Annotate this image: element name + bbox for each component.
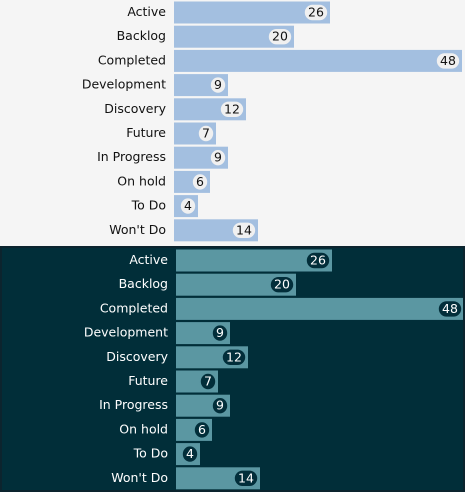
category-label-in-progress: In Progress: [99, 397, 168, 412]
value-label-discovery: 12: [224, 101, 240, 116]
light-bar-chart: Active 26 Backlog 20 Completed 48 Development 9…: [82, 1, 462, 242]
bar-active: [174, 1, 330, 24]
value-badge-on-hold: [193, 420, 211, 440]
value-badge-development: [209, 75, 227, 95]
value-badge-backlog: [267, 27, 293, 47]
value-badge-in-progress: [209, 148, 227, 167]
value-badge-future: [197, 124, 215, 143]
category-label-development: Development: [82, 77, 166, 92]
bar-active: [176, 249, 332, 272]
value-badge-on-hold: [191, 172, 209, 192]
category-label-on-hold: On hold: [117, 173, 166, 188]
value-label-active: 26: [310, 253, 326, 268]
light-chart-panel: Active 26 Backlog 20 Completed 48 Development 9…: [81, 1, 462, 242]
category-label-development: Development: [84, 325, 168, 340]
value-badge-active: [303, 3, 329, 22]
category-label-on-hold: On hold: [119, 421, 168, 436]
category-label-discovery: Discovery: [104, 101, 166, 116]
category-label-completed: Completed: [98, 52, 166, 67]
value-label-future: 7: [204, 374, 212, 389]
bar-backlog: [174, 25, 294, 48]
bar-backlog: [176, 273, 296, 296]
value-badge-development: [211, 323, 229, 343]
category-label-active: Active: [127, 4, 166, 19]
value-label-backlog: 20: [272, 29, 288, 44]
value-badge-backlog: [269, 275, 295, 295]
value-badge-won-t-do: [233, 469, 259, 488]
value-badge-in-progress: [211, 396, 229, 415]
bar-completed: [174, 49, 462, 72]
category-label-to-do: To Do: [133, 446, 168, 461]
value-label-future: 7: [202, 126, 210, 141]
value-badge-discovery: [221, 348, 247, 367]
category-label-in-progress: In Progress: [97, 149, 166, 164]
value-label-completed: 48: [442, 301, 458, 316]
category-label-completed: Completed: [100, 300, 168, 315]
value-badge-active: [305, 251, 331, 270]
dark-bar-chart: Active 26 Backlog 20 Completed 48 Development 9…: [84, 249, 463, 490]
value-label-discovery: 12: [226, 349, 242, 364]
value-label-won-t-do: 14: [236, 222, 252, 237]
category-label-discovery: Discovery: [106, 349, 168, 364]
value-badge-to-do: [181, 444, 199, 464]
value-badge-completed: [435, 51, 461, 71]
category-label-won-t-do: Won't Do: [111, 470, 168, 485]
value-label-on-hold: 6: [198, 422, 206, 437]
value-label-to-do: 4: [186, 446, 194, 461]
value-label-in-progress: 9: [216, 398, 224, 413]
category-label-to-do: To Do: [131, 198, 166, 213]
category-label-backlog: Backlog: [119, 276, 168, 291]
value-label-development: 9: [214, 77, 222, 92]
value-badge-future: [199, 372, 217, 391]
value-label-on-hold: 6: [196, 174, 204, 189]
category-label-active: Active: [129, 252, 168, 267]
value-badge-completed: [437, 299, 463, 319]
value-label-active: 26: [308, 5, 324, 20]
value-badge-won-t-do: [231, 221, 257, 240]
category-label-future: Future: [126, 125, 166, 140]
category-label-future: Future: [128, 373, 168, 388]
value-label-completed: 48: [440, 53, 456, 68]
value-label-backlog: 20: [274, 277, 290, 292]
value-label-to-do: 4: [184, 198, 192, 213]
value-badge-discovery: [219, 100, 245, 119]
value-label-won-t-do: 14: [238, 470, 254, 485]
category-label-backlog: Backlog: [117, 28, 166, 43]
value-badge-to-do: [179, 196, 197, 216]
bar-completed: [176, 297, 463, 320]
dark-chart-panel: Active 26 Backlog 20 Completed 48 Development 9…: [0, 246, 465, 492]
category-label-won-t-do: Won't Do: [109, 222, 166, 237]
value-label-development: 9: [216, 325, 224, 340]
value-label-in-progress: 9: [214, 150, 222, 165]
